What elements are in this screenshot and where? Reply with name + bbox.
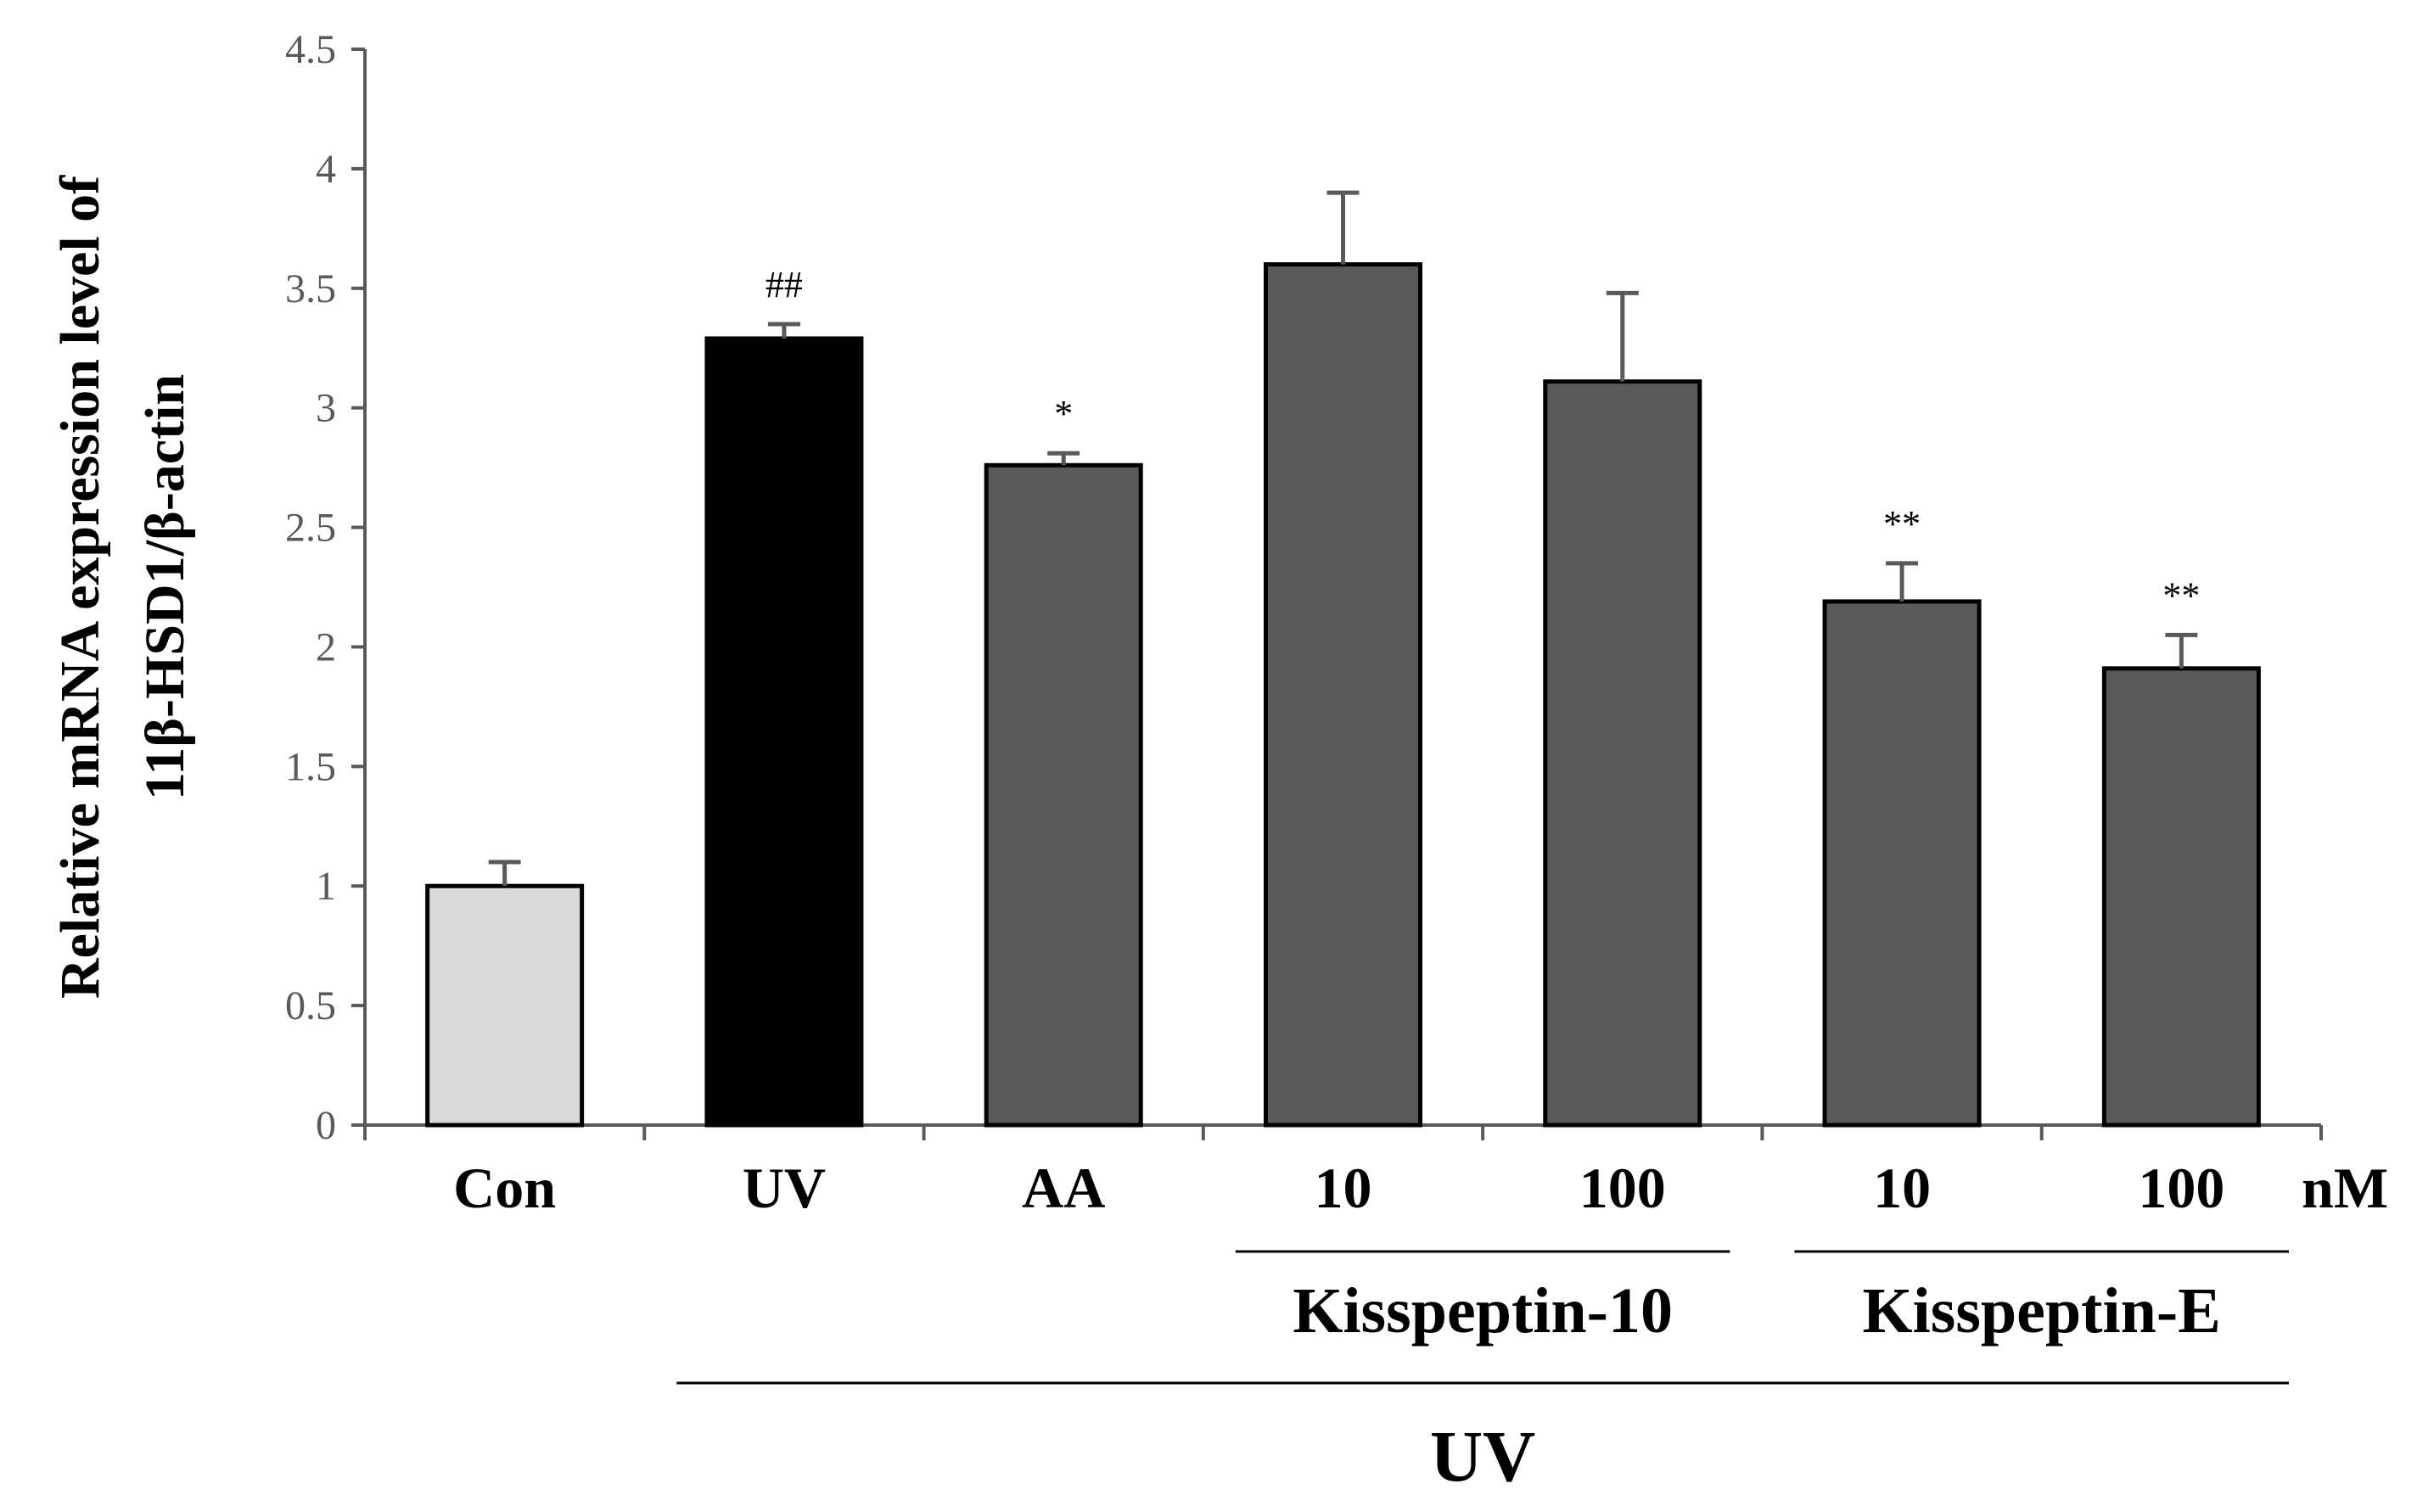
x-tick-label: 100	[1579, 1156, 1666, 1220]
significance-mark: ##	[766, 264, 803, 305]
significance-mark: **	[1883, 503, 1921, 545]
y-tick-label: 1	[316, 864, 336, 909]
bar-6	[2101, 666, 2261, 1128]
y-tick-label: 3.5	[285, 266, 336, 311]
y-tick-label: 3	[316, 386, 336, 431]
bars: ##*****	[425, 190, 2261, 1128]
x-tick-label: 10	[1873, 1156, 1931, 1220]
x-tick-label: AA	[1022, 1156, 1105, 1220]
bar-0	[425, 883, 585, 1128]
bar-1	[704, 336, 864, 1128]
bar-4	[1543, 379, 1702, 1128]
y-axis-title-line: 11β-HSD1/β-actin	[134, 374, 196, 800]
y-tick-label: 1.5	[285, 744, 336, 789]
y-axis-title: Relative mRNA expression level of 11β-HSD…	[49, 175, 196, 999]
axes: 0 0.5 1 1.5 2 2.5 3 3.5 4 4.5	[285, 27, 2323, 1148]
group-label: Kisspeptin-10	[1293, 1275, 1673, 1347]
bar-5	[1822, 599, 1982, 1128]
treatment-label: UV	[1430, 1415, 1535, 1497]
significance-mark: *	[1054, 393, 1073, 434]
category-labels: Con UV AA 10 100 10 100 nM Kisspeptin-10 Kisspept…	[453, 1156, 2388, 1497]
y-tick-label: 4.5	[285, 27, 336, 72]
y-tick-label: 2.5	[285, 506, 336, 551]
y-tick-label: 0.5	[285, 983, 336, 1028]
x-tick-label: 10	[1315, 1156, 1372, 1220]
x-tick-label: UV	[743, 1156, 826, 1220]
bar-3	[1264, 262, 1422, 1128]
x-tick-label: Con	[453, 1156, 556, 1220]
unit-label: nM	[2302, 1156, 2388, 1220]
bar-2	[984, 462, 1143, 1128]
y-tick-label: 4	[316, 147, 336, 192]
group-label: Kisspeptin-E	[1863, 1275, 2221, 1347]
y-tick-label: 2	[316, 624, 336, 669]
y-tick-label: 0	[316, 1103, 336, 1148]
significance-mark: **	[2162, 574, 2200, 616]
y-axis-title-line: Relative mRNA expression level of	[49, 175, 111, 999]
x-tick-label: 100	[2138, 1156, 2224, 1220]
